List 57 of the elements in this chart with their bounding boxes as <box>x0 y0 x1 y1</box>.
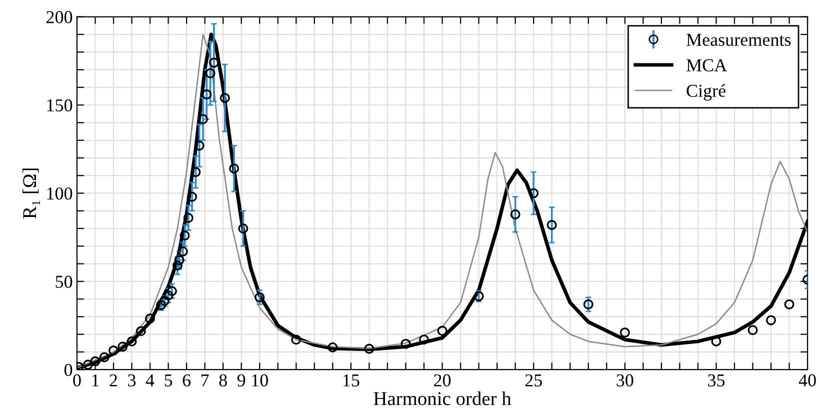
point <box>238 223 248 234</box>
x-tick-label: 6 <box>182 374 191 386</box>
point <box>254 292 265 302</box>
x-tick-label: 30 <box>616 374 634 386</box>
point <box>90 356 100 366</box>
point <box>82 360 93 370</box>
point <box>364 344 374 354</box>
x-tick-label: 9 <box>237 374 246 386</box>
point <box>528 188 539 198</box>
point <box>711 336 722 346</box>
x-tick-label: 15 <box>344 374 360 386</box>
y-tick-label: 0 <box>64 364 72 376</box>
legend-label: MCA <box>686 59 727 72</box>
x-tick-label: 5 <box>164 374 172 386</box>
point <box>328 342 338 352</box>
point <box>748 325 758 336</box>
y-tick-label: 50 <box>56 276 72 288</box>
legend-label: Cigré <box>686 84 726 101</box>
point <box>400 338 411 349</box>
x-tick-label: 8 <box>219 374 227 386</box>
x-tick-label: 35 <box>708 374 725 386</box>
x-tick-label: 20 <box>434 374 451 386</box>
point <box>437 326 448 336</box>
x-tick-label: 40 <box>798 374 816 386</box>
point <box>510 209 520 220</box>
y-tick-label: 200 <box>46 11 72 24</box>
legend-label: Measurements <box>686 34 791 46</box>
x-tick-label: 1 <box>92 374 99 386</box>
point <box>99 352 110 362</box>
y-tick-label: 100 <box>47 187 72 200</box>
y-axis-title: R₁ [Ω] <box>22 168 40 219</box>
x-tick-label: 0 <box>73 374 81 386</box>
point <box>118 342 128 352</box>
point <box>546 220 557 230</box>
point <box>183 212 194 223</box>
x-tick-label: 25 <box>525 374 542 386</box>
y-tick-label: 150 <box>47 99 72 112</box>
x-tick-label: 4 <box>146 374 154 386</box>
point <box>220 92 230 103</box>
x-tick-label: 7 <box>202 374 209 386</box>
point <box>108 346 119 356</box>
point <box>145 313 156 324</box>
point <box>208 58 219 68</box>
x-tick-label: 3 <box>128 374 136 386</box>
point <box>229 164 240 174</box>
x-axis-title: Harmonic order h <box>374 392 512 406</box>
point <box>291 334 302 345</box>
point <box>766 315 776 326</box>
point <box>784 299 794 310</box>
point <box>136 326 146 336</box>
point <box>418 334 429 345</box>
x-tick-label: 10 <box>252 374 268 386</box>
point <box>126 336 137 346</box>
point <box>583 299 594 310</box>
point <box>187 192 198 202</box>
point <box>620 328 630 338</box>
x-tick-label: 2 <box>110 374 118 386</box>
